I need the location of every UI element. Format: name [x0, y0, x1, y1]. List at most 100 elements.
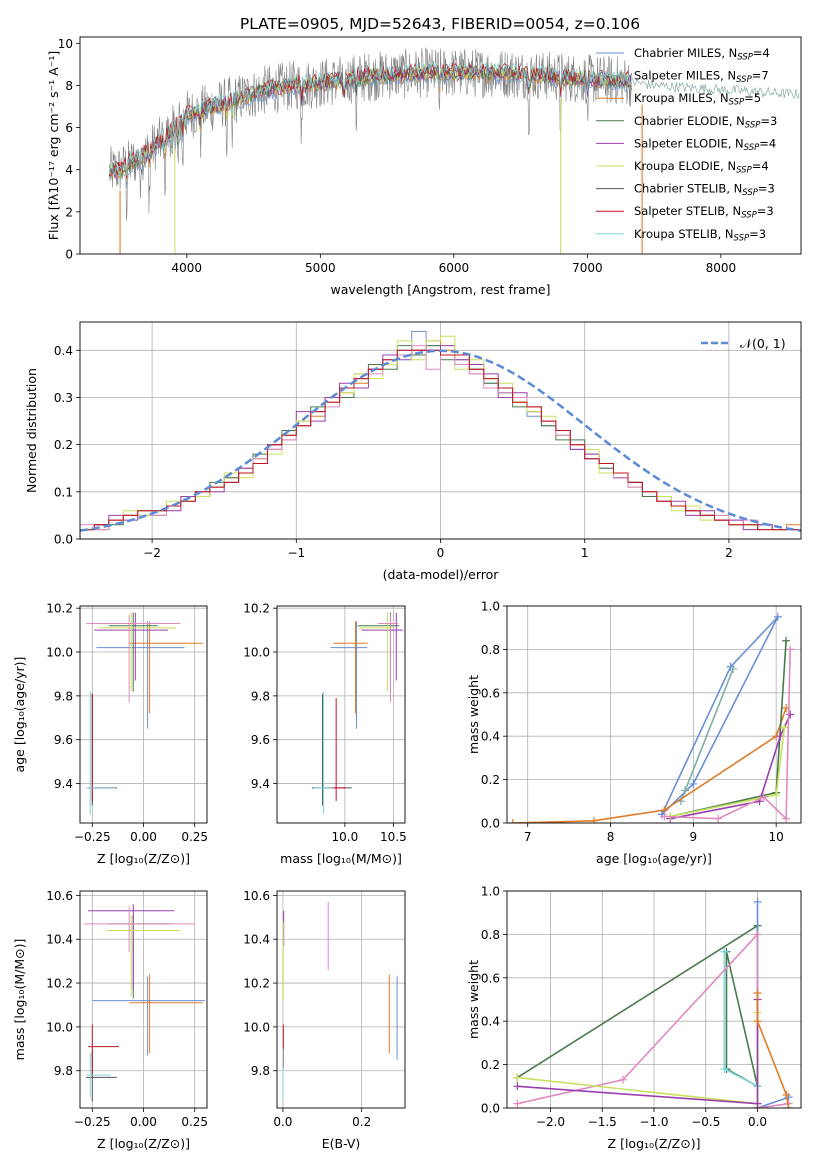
legend-name: Salpeter STELIB, N	[634, 204, 741, 218]
y-tick-label: 9.4	[54, 777, 73, 791]
y-tick-label: 0.8	[481, 928, 500, 942]
plus-marker	[753, 988, 762, 997]
x-tick-label: −0.5	[691, 1115, 720, 1129]
x-tick-label: 9	[690, 830, 698, 844]
y-tick-label: 9.6	[251, 733, 270, 747]
plus-marker	[753, 897, 762, 906]
x-axis-label: wavelength [Angstrom, rest frame]	[330, 282, 550, 297]
x-tick-label: 7000	[572, 261, 603, 275]
y-tick-label: 0.4	[54, 344, 73, 358]
plus-marker	[753, 930, 762, 939]
mass-weight-vs-metallicity-panel: −2.0 −1.5 −1.0 −0.5 0.0 0.0 0.2 0.4 0.6 0.8 1.0 Z […	[466, 885, 802, 1151]
x-tick-label: 0.25	[181, 830, 208, 844]
x-axis-label: Z [log₁₀(Z/Z⊙)]	[97, 1136, 190, 1151]
axes-frame	[79, 605, 208, 824]
plus-marker	[772, 790, 781, 799]
y-tick-label: 10.6	[46, 889, 73, 903]
plot-area	[282, 901, 398, 1102]
y-tick-label: 10.6	[243, 889, 270, 903]
legend-entry: Chabrier ELODIE, NSSP=3	[634, 114, 777, 131]
y-tick-label: 9.8	[54, 1064, 73, 1078]
legend-suffix: =4	[753, 46, 770, 60]
plot-area	[311, 612, 404, 815]
plus-marker	[513, 1099, 522, 1108]
y-tick-label: 0.6	[481, 971, 500, 985]
plus-marker	[786, 645, 795, 654]
y-tick-label: 10.4	[243, 933, 270, 947]
model-spectrum-line	[109, 67, 632, 179]
mass-weight-line	[661, 616, 779, 815]
age-vs-mass-panel: 10.0 10.5 9.4 9.6 9.8 10.0 10.2 mass [log₁₀(M/M…	[243, 602, 406, 866]
mass-weight-vs-age-panel: 7 8 9 10 0.0 0.2 0.4 0.6 0.8 1.0 age [log₁₀(age/yr…	[466, 600, 802, 866]
legend-subscript: SSP	[744, 143, 760, 153]
mass-vs-ebv-panel: 0.0 0.2 9.8 10.0 10.2 10.4 10.6 E(B-V)	[243, 889, 406, 1151]
legend-suffix: =3	[758, 182, 775, 196]
y-tick-label: 4	[65, 163, 73, 177]
legend-name: Kroupa ELODIE, N	[634, 159, 736, 173]
y-tick-label: 9.8	[54, 689, 73, 703]
y-tick-label: 0.8	[481, 643, 500, 657]
legend-name: Chabrier STELIB, N	[634, 182, 742, 196]
y-tick-label: 10.2	[243, 602, 270, 616]
y-tick-label: 8	[65, 79, 73, 93]
plus-marker	[720, 1064, 729, 1073]
x-tick-label: −0.25	[74, 1115, 111, 1129]
plus-marker	[784, 1104, 793, 1108]
residual-histogram-panel: −2 −1 0 1 2 0.0 0.1 0.2 0.3 0.4 (data-model)/error…	[24, 321, 802, 582]
x-tick-label: 0	[437, 546, 445, 560]
plus-marker	[689, 779, 698, 788]
y-tick-label: 0.2	[481, 773, 500, 787]
legend-entry: Chabrier STELIB, NSSP=3	[634, 182, 775, 199]
age-vs-metallicity-panel: −0.25 0.00 0.25 9.4 9.6 9.8 10.0 10.2 Z [log₁₀(Z…	[12, 602, 208, 866]
y-tick-label: 9.4	[251, 777, 270, 791]
y-axis-label: mass weight	[466, 960, 481, 1039]
x-tick-label: 10	[769, 830, 784, 844]
y-tick-label: 10.2	[46, 977, 73, 991]
histogram-step	[80, 335, 801, 539]
y-tick-label: 0.1	[54, 485, 73, 499]
y-tick-label: 1.0	[481, 600, 500, 614]
y-tick-label: 0.4	[481, 730, 500, 744]
legend-subscript: SSP	[729, 98, 745, 108]
y-tick-label: 10.0	[46, 1020, 73, 1034]
axes-frame	[506, 605, 802, 824]
legend-entry: Kroupa ELODIE, NSSP=4	[634, 159, 769, 176]
legend-entry: Salpeter STELIB, NSSP=3	[634, 204, 774, 221]
mass-weight-line	[756, 901, 789, 1108]
axes-frame	[79, 890, 208, 1109]
legend-subscript: SSP	[736, 166, 752, 176]
plus-marker	[681, 786, 690, 795]
legend-entry: 𝒩(0, 1)	[740, 336, 786, 351]
y-axis-label: mass weight	[466, 675, 481, 754]
plus-marker	[729, 664, 738, 673]
x-tick-label: 5000	[305, 261, 336, 275]
y-axis-label: age [log₁₀(age/yr)]	[12, 657, 27, 773]
legend-suffix: =3	[760, 114, 777, 128]
legend-subscript: SSP	[745, 120, 761, 130]
y-tick-label: 9.8	[251, 689, 270, 703]
x-tick-label: −0.25	[74, 830, 111, 844]
plus-marker	[513, 1073, 522, 1082]
y-tick-label: 10	[58, 37, 73, 51]
axes-frame	[79, 321, 802, 540]
y-tick-label: 1.0	[481, 885, 500, 899]
legend-subscript: SSP	[734, 233, 750, 243]
y-tick-label: 0.6	[481, 686, 500, 700]
axes-frame	[506, 890, 802, 1109]
x-tick-label: −2.0	[536, 1115, 565, 1129]
model-spectrum-line	[109, 61, 632, 176]
x-tick-label: 10.0	[332, 830, 359, 844]
legend-subscript: SSP	[737, 53, 753, 63]
x-axis-label: (data-model)/error	[383, 567, 500, 582]
legend-name: Kroupa STELIB, N	[634, 227, 734, 241]
plot-area	[513, 897, 793, 1108]
plot-area	[109, 47, 800, 254]
plus-marker	[720, 947, 729, 956]
mass-vs-metallicity-panel: −0.25 0.00 0.25 9.8 10.0 10.2 10.4 10.6 Z [log₁₀…	[12, 889, 208, 1151]
y-tick-label: 10.0	[243, 1020, 270, 1034]
x-tick-label: 0.00	[130, 1115, 157, 1129]
plus-marker	[589, 816, 598, 823]
legend-suffix: =7	[752, 69, 769, 83]
model-red-extension-line	[631, 77, 800, 100]
x-axis-label: E(B-V)	[322, 1136, 361, 1151]
